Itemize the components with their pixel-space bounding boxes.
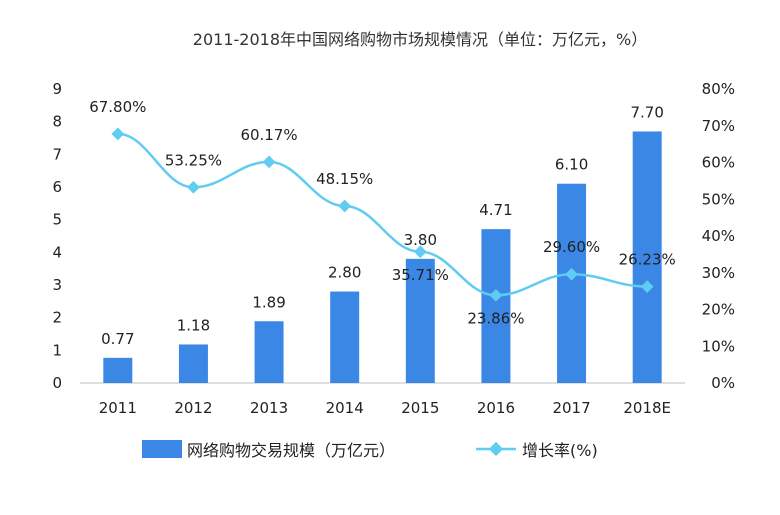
y-right-tick-label: 60% [702,154,735,172]
y-right-tick-label: 50% [702,190,735,208]
bar-series [103,131,662,383]
x-tick-label: 2018E [623,399,671,417]
y-left-tick-label: 7 [52,145,62,163]
line-point [489,288,503,302]
bar-value-label: 3.80 [404,231,437,249]
legend-bar-label: 网络购物交易规模（万亿元） [187,441,395,460]
x-tick-label: 2012 [174,399,212,417]
x-tick-label: 2014 [326,399,364,417]
bar [254,321,284,383]
line-value-label: 67.80% [89,98,146,116]
line-value-label: 26.23% [619,251,676,269]
x-tick-label: 2015 [401,399,439,417]
y-right-tick-label: 20% [702,301,735,319]
bar-value-label: 1.18 [177,316,210,334]
line-value-label: 35.71% [392,266,449,284]
y-left-tick-label: 9 [52,80,62,98]
bar [405,258,435,383]
x-tick-label: 2016 [477,399,515,417]
legend-line-marker [488,441,504,457]
line-point [338,199,352,213]
line-value-label: 29.60% [543,238,600,256]
y-left-tick-label: 4 [52,243,62,261]
bar [178,344,208,383]
line-point [187,180,200,194]
legend: 网络购物交易规模（万亿元） 增长率(%) [142,440,598,460]
line-value-label: 53.25% [165,151,222,169]
line-point [413,245,427,259]
bar-value-label: 1.89 [252,293,285,311]
legend-line-label: 增长率(%) [522,441,598,460]
bar-value-label: 6.10 [555,156,588,174]
y-right-tick-label: 30% [702,264,735,282]
y-right-tick-label: 40% [702,227,735,245]
y-left-tick-label: 2 [52,309,62,327]
y-right-tick-label: 0% [711,374,735,392]
bar-value-label: 0.77 [101,330,134,348]
y-right-tick-label: 10% [702,337,735,355]
bar [632,131,662,383]
bar [330,291,360,383]
y-right-tick-label: 80% [702,80,735,98]
chart-title: 2011-2018年中国网络购物市场规模情况（单位：万亿元，%） [193,30,647,49]
x-tick-label: 2013 [250,399,288,417]
line-value-label: 23.86% [467,309,524,327]
y-left-tick-label: 6 [52,178,62,196]
y-left-tick-label: 3 [52,276,62,294]
bar [481,229,511,383]
y-left-tick-label: 0 [52,374,62,392]
legend-bar-swatch [142,440,182,458]
line-value-label: 60.17% [240,126,297,144]
y-left-tick-label: 1 [52,341,62,359]
bar [103,357,133,383]
x-tick-label: 2011 [99,399,137,417]
line-point [262,155,276,169]
line-value-label: 48.15% [316,170,373,188]
bar [557,183,587,383]
axes: 0 1 2 3 4 5 6 7 8 9 0% 10% 20% 30% 40% 50% 60% 70% 80% 2011… [52,80,735,417]
y-left-tick-label: 5 [52,211,62,229]
y-left-tick-label: 8 [52,113,62,131]
x-tick-label: 2017 [552,399,590,417]
bar-value-label: 2.80 [328,264,361,282]
y-right-tick-label: 70% [702,117,735,135]
bar-value-label: 7.70 [630,103,663,121]
data-labels: 0.77 1.18 1.89 2.80 3.80 4.71 6.10 7.70 67.80% 53… [89,98,676,348]
line-point [111,127,125,141]
bar-value-label: 4.71 [479,201,512,219]
